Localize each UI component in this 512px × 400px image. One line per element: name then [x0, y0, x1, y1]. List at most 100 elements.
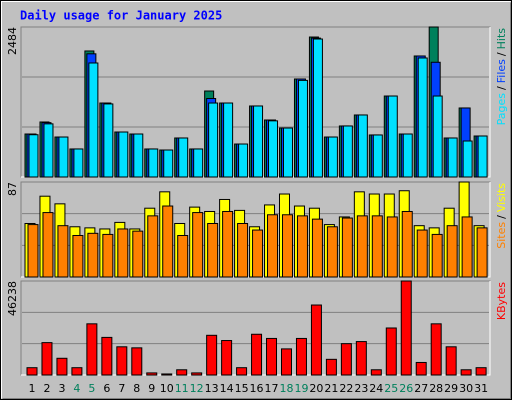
legend-entry: Visits — [495, 183, 508, 212]
bar — [416, 229, 428, 278]
bar — [326, 226, 338, 278]
x-tick-label: 7 — [118, 382, 125, 395]
legend-separator: / — [495, 86, 508, 90]
bar — [477, 135, 488, 178]
bar — [102, 233, 114, 278]
bar — [56, 357, 68, 376]
bar — [267, 214, 279, 278]
bar — [116, 346, 128, 376]
x-tick-label: 6 — [103, 382, 110, 395]
bar — [87, 232, 99, 278]
x-tick-label: 28 — [429, 382, 443, 395]
x-tick-label: 25 — [384, 382, 398, 395]
bar — [72, 235, 84, 278]
y-tick-label: 2484 — [6, 27, 19, 55]
bar — [401, 210, 413, 278]
x-tick-label: 3 — [58, 382, 65, 395]
bar — [461, 216, 473, 278]
bar — [192, 212, 204, 278]
bar — [386, 216, 398, 278]
bar — [132, 230, 144, 278]
bar — [372, 134, 383, 178]
bar — [163, 149, 174, 178]
bar — [88, 62, 99, 178]
bar — [178, 137, 189, 178]
bar — [447, 137, 458, 178]
legend-entry: KBytes — [495, 282, 508, 320]
bar — [118, 131, 129, 178]
x-tick-label: 31 — [474, 382, 488, 395]
x-tick-label: 10 — [160, 382, 174, 395]
bar — [357, 114, 368, 178]
bar — [193, 148, 204, 178]
chart-title: Daily usage for January 2025 — [20, 9, 222, 23]
bar — [103, 103, 114, 178]
bar — [191, 372, 203, 376]
bar — [268, 120, 279, 178]
x-tick-label: 13 — [205, 382, 219, 395]
bar — [327, 136, 338, 178]
bar — [58, 136, 69, 178]
x-tick-label: 26 — [399, 382, 413, 395]
bar — [147, 215, 159, 278]
bar — [86, 323, 98, 376]
bar — [133, 133, 144, 178]
x-tick-label: 19 — [294, 382, 308, 395]
bar — [221, 340, 233, 376]
legend: Pages / Files / Hits — [495, 28, 508, 126]
bar — [236, 367, 248, 376]
bar — [162, 205, 174, 278]
bar — [431, 233, 443, 278]
bar — [146, 372, 158, 376]
x-tick-label: 20 — [309, 382, 323, 395]
bar — [340, 343, 352, 376]
bar — [296, 215, 308, 278]
bar — [208, 102, 219, 178]
bar — [385, 327, 397, 376]
bar — [41, 342, 53, 376]
bar — [43, 123, 54, 178]
bar — [311, 218, 323, 278]
x-tick-label: 24 — [369, 382, 383, 395]
x-tick-label: 14 — [220, 382, 234, 395]
bar — [28, 134, 39, 178]
bar — [312, 38, 323, 178]
x-tick-label: 12 — [190, 382, 204, 395]
x-tick-label: 23 — [354, 382, 368, 395]
bar — [417, 57, 428, 178]
bar — [356, 215, 368, 278]
x-tick-label: 18 — [279, 382, 293, 395]
x-tick-label: 27 — [414, 382, 428, 395]
bar — [206, 334, 218, 376]
bar — [266, 337, 278, 376]
x-tick-label: 4 — [73, 382, 80, 395]
bar — [71, 367, 83, 376]
bar — [325, 358, 337, 376]
bar — [73, 148, 84, 178]
x-tick-label: 9 — [148, 382, 155, 395]
y-tick-label: 87 — [6, 182, 19, 196]
bar — [415, 361, 427, 376]
bar — [476, 227, 488, 278]
bar — [27, 224, 39, 278]
bar — [238, 143, 249, 178]
bar — [402, 133, 413, 178]
x-tick-label: 17 — [265, 382, 279, 395]
x-tick-label: 1 — [29, 382, 36, 395]
bar — [57, 225, 69, 278]
x-tick-label: 30 — [459, 382, 473, 395]
x-tick-label: 11 — [175, 382, 189, 395]
bar — [295, 337, 307, 376]
x-tick-label: 2 — [43, 382, 50, 395]
bar — [371, 215, 383, 278]
bar — [237, 222, 249, 278]
bar — [460, 369, 472, 376]
x-tick-label: 15 — [235, 382, 249, 395]
bar — [400, 280, 412, 376]
bar — [161, 373, 173, 376]
y-tick-label: 46238 — [6, 281, 19, 316]
x-tick-label: 5 — [88, 382, 95, 395]
